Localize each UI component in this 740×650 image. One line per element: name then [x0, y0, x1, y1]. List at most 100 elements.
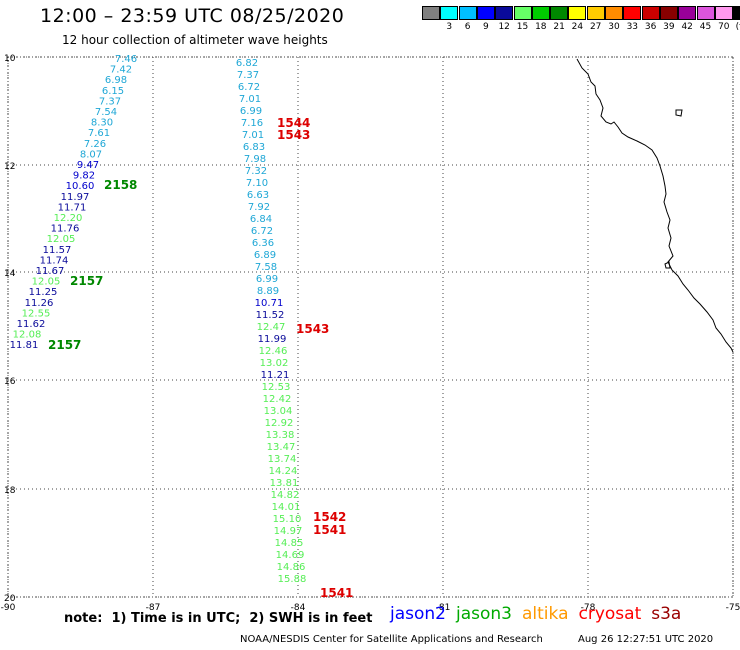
wave-height-reading: 11.67 [36, 266, 65, 277]
wave-height-reading: 11.62 [17, 319, 46, 330]
wave-height-reading: 14.97 [274, 526, 303, 537]
wave-height-reading: 14.86 [277, 562, 306, 573]
coastline [576, 58, 734, 353]
wave-height-reading: 12.05 [32, 277, 61, 288]
pass-time-label: 1541 [313, 523, 346, 537]
legend-swatch [678, 6, 697, 20]
lat-tick-label: 14 [4, 269, 16, 279]
pass-time-label: 2157 [70, 274, 103, 288]
legend-label: 9 [483, 22, 489, 32]
wave-height-reading: 6.99 [256, 274, 278, 285]
legend-swatch [550, 6, 569, 20]
lat-tick-label: 18 [4, 486, 16, 496]
legend-swatch [422, 6, 440, 20]
wave-height-reading: 7.01 [239, 94, 261, 105]
pass-time-label: 1543 [296, 322, 329, 336]
wave-height-reading: 6.98 [105, 75, 127, 86]
map-title: 12:00 – 23:59 UTC 08/25/2020 [40, 5, 345, 27]
legend-label: 30 [608, 22, 620, 32]
wave-height-reading: 12.47 [257, 322, 286, 333]
wave-height-reading: 11.26 [25, 298, 54, 309]
legend-label: 24 [571, 22, 584, 32]
legend-swatch [696, 6, 715, 20]
wave-height-reading: 11.81 [10, 340, 39, 351]
wave-height-reading: 7.16 [241, 118, 263, 129]
satellite-name: altika [522, 604, 569, 624]
wave-height-reading: 11.74 [40, 255, 69, 266]
wave-height-reading: 12.92 [265, 418, 294, 429]
legend-label: 3 [446, 22, 453, 32]
legend-swatch [568, 6, 587, 20]
lon-tick-label: -84 [291, 603, 306, 613]
legend-swatch [513, 6, 532, 20]
legend-label: 27 [589, 22, 602, 32]
wave-height-reading: 12.42 [263, 394, 292, 405]
wave-height-reading: 11.52 [256, 310, 285, 321]
wave-height-reading: 13.38 [266, 430, 295, 441]
wave-height-reading: 6.82 [236, 58, 258, 69]
wave-height-reading: 7.98 [244, 154, 266, 165]
lon-tick-label: -87 [146, 603, 161, 613]
wave-height-reading: 14.69 [276, 550, 305, 561]
pass-time-label: 1543 [277, 128, 310, 142]
wave-height-reading: 7.92 [248, 202, 270, 213]
wave-height-reading: 12.53 [262, 382, 291, 393]
wave-height-reading: 11.97 [61, 192, 90, 203]
wave-height-reading: 6.89 [254, 250, 276, 261]
wave-height-reading: 7.37 [237, 70, 259, 81]
wave-height-reading: 12.46 [259, 346, 288, 357]
wave-height-reading: 11.76 [51, 224, 80, 235]
wave-height-reading: 12.20 [54, 213, 83, 224]
legend-label: 36 [644, 22, 657, 32]
lat-tick-label: 12 [4, 162, 15, 172]
legend-unit: (ft) [735, 22, 740, 32]
credit-text: NOAA/NESDIS Center for Satellite Applica… [240, 634, 543, 645]
wave-height-reading: 13.47 [267, 442, 296, 453]
wave-height-reading: 6.15 [102, 86, 124, 97]
legend-label: 33 [626, 22, 639, 32]
generation-timestamp: Aug 26 12:27:51 UTC 2020 [578, 634, 714, 645]
lat-tick-label: 10 [4, 54, 16, 64]
legend-swatch [623, 6, 642, 20]
wave-height-reading: 9.47 [77, 160, 99, 171]
wave-height-reading: 7.32 [245, 166, 267, 177]
pass-time-label: 1544 [277, 116, 310, 130]
wave-height-reading: 12.08 [13, 330, 42, 341]
satellite-name: cryosat [578, 604, 642, 624]
pass-time-label: 1541 [320, 586, 353, 600]
footer-note: note: 1) Time is in UTC; 2) SWH is in fe… [64, 611, 373, 626]
lon-tick-label: -81 [436, 603, 451, 613]
wave-height-reading: 8.07 [80, 149, 102, 160]
wave-height-reading: 6.36 [252, 238, 274, 249]
wave-height-reading: 11.57 [43, 245, 72, 256]
wave-height-reading: 10.71 [255, 298, 284, 309]
pass-time-label: 2157 [48, 338, 81, 352]
wave-height-reading: 15.10 [273, 514, 302, 525]
wave-height-reading: 7.46 [115, 54, 137, 65]
legend-swatch [659, 6, 678, 20]
wave-height-reading: 7.10 [246, 178, 268, 189]
lat-tick-label: 16 [4, 377, 16, 387]
map-subtitle: 12 hour collection of altimeter wave hei… [62, 33, 328, 47]
wave-height-reading: 6.83 [243, 142, 265, 153]
wave-height-reading: 11.99 [258, 334, 287, 345]
wave-height-reading: 14.01 [272, 502, 301, 513]
wave-height-reading: 14.24 [269, 466, 298, 477]
legend-label: 18 [535, 22, 547, 32]
island-outline [664, 261, 671, 269]
legend-label: 6 [464, 22, 471, 32]
wave-height-reading: 6.84 [250, 214, 272, 225]
wave-height-reading: 14.82 [271, 490, 300, 501]
legend-swatch [495, 6, 514, 20]
wave-height-reading: 9.82 [73, 171, 95, 182]
wave-height-reading: 13.74 [268, 454, 297, 465]
wave-height-reading: 11.25 [29, 287, 58, 298]
legend-label: 12 [498, 22, 510, 32]
legend-label: 39 [663, 22, 675, 32]
pass-time-label: 2158 [104, 178, 137, 192]
island-outline [675, 109, 683, 117]
wave-height-reading: 7.01 [242, 130, 264, 141]
satellite-name: s3a [651, 604, 682, 624]
lon-tick-label: -90 [1, 603, 16, 613]
wave-height-reading: 6.99 [240, 106, 262, 117]
